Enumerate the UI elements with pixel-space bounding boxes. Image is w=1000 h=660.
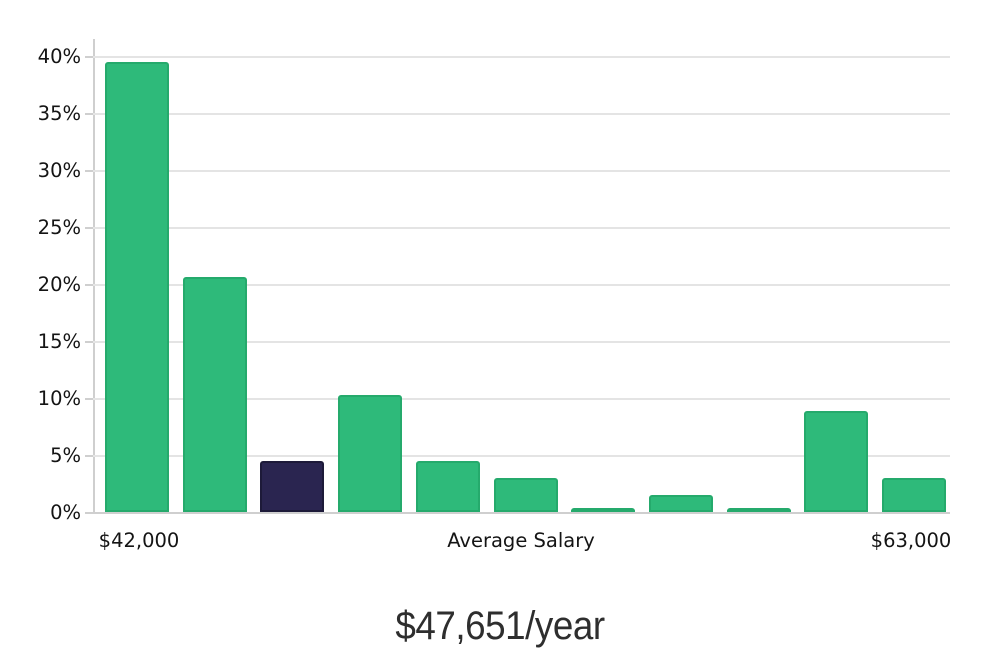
y-tick-25 (85, 227, 93, 229)
salary-bar-8[interactable] (648, 494, 713, 512)
y-tick-label-0: 0% (50, 501, 81, 524)
salary-bar-9[interactable] (726, 508, 791, 512)
gridline-40 (93, 56, 950, 58)
x-axis-labels: $42,000 Average Salary $63,000 (0, 528, 1000, 556)
x-label-average-salary: Average Salary (447, 529, 595, 552)
x-axis-line (93, 512, 950, 514)
salary-bar-4[interactable] (338, 394, 403, 512)
y-tick-label-10: 10% (37, 387, 81, 410)
y-tick-30 (85, 170, 93, 172)
y-tick-35 (85, 113, 93, 115)
salary-bar-5[interactable] (415, 460, 480, 512)
y-tick-label-35: 35% (37, 102, 81, 125)
y-tick-40 (85, 56, 93, 58)
average-salary-callout: $47,651/year (395, 604, 605, 648)
x-label-max-salary: $63,000 (870, 529, 952, 552)
y-axis-line (93, 39, 95, 513)
y-tick-label-15: 15% (37, 330, 81, 353)
highlighted-salary-bar[interactable] (260, 460, 325, 512)
y-tick-20 (85, 284, 93, 286)
y-tick-5 (85, 455, 93, 457)
salary-bar-6[interactable] (493, 477, 558, 512)
y-tick-10 (85, 398, 93, 400)
gridline-30 (93, 170, 950, 172)
gridline-20 (93, 284, 950, 286)
gridline-5 (93, 455, 950, 457)
y-tick-label-20: 20% (37, 273, 81, 296)
y-tick-15 (85, 341, 93, 343)
y-tick-label-30: 30% (37, 159, 81, 182)
salary-bar-1[interactable] (105, 61, 169, 512)
plot-area (85, 39, 950, 514)
y-tick-0 (85, 512, 93, 514)
y-tick-label-40: 40% (37, 45, 81, 68)
salary-bar-10[interactable] (804, 410, 869, 512)
salary-bar-2[interactable] (182, 277, 247, 512)
gridline-15 (93, 341, 950, 343)
y-tick-label-5: 5% (50, 444, 81, 467)
y-axis-labels: 0% 5% 10% 15% 20% 25% 30% 35% 40% (0, 39, 81, 524)
gridline-25 (93, 227, 950, 229)
gridline-35 (93, 113, 950, 115)
salary-bar-7[interactable] (571, 508, 636, 512)
salary-bar-11[interactable] (882, 477, 946, 512)
y-tick-label-25: 25% (37, 216, 81, 239)
gridline-10 (93, 398, 950, 400)
x-label-min-salary: $42,000 (98, 529, 180, 552)
